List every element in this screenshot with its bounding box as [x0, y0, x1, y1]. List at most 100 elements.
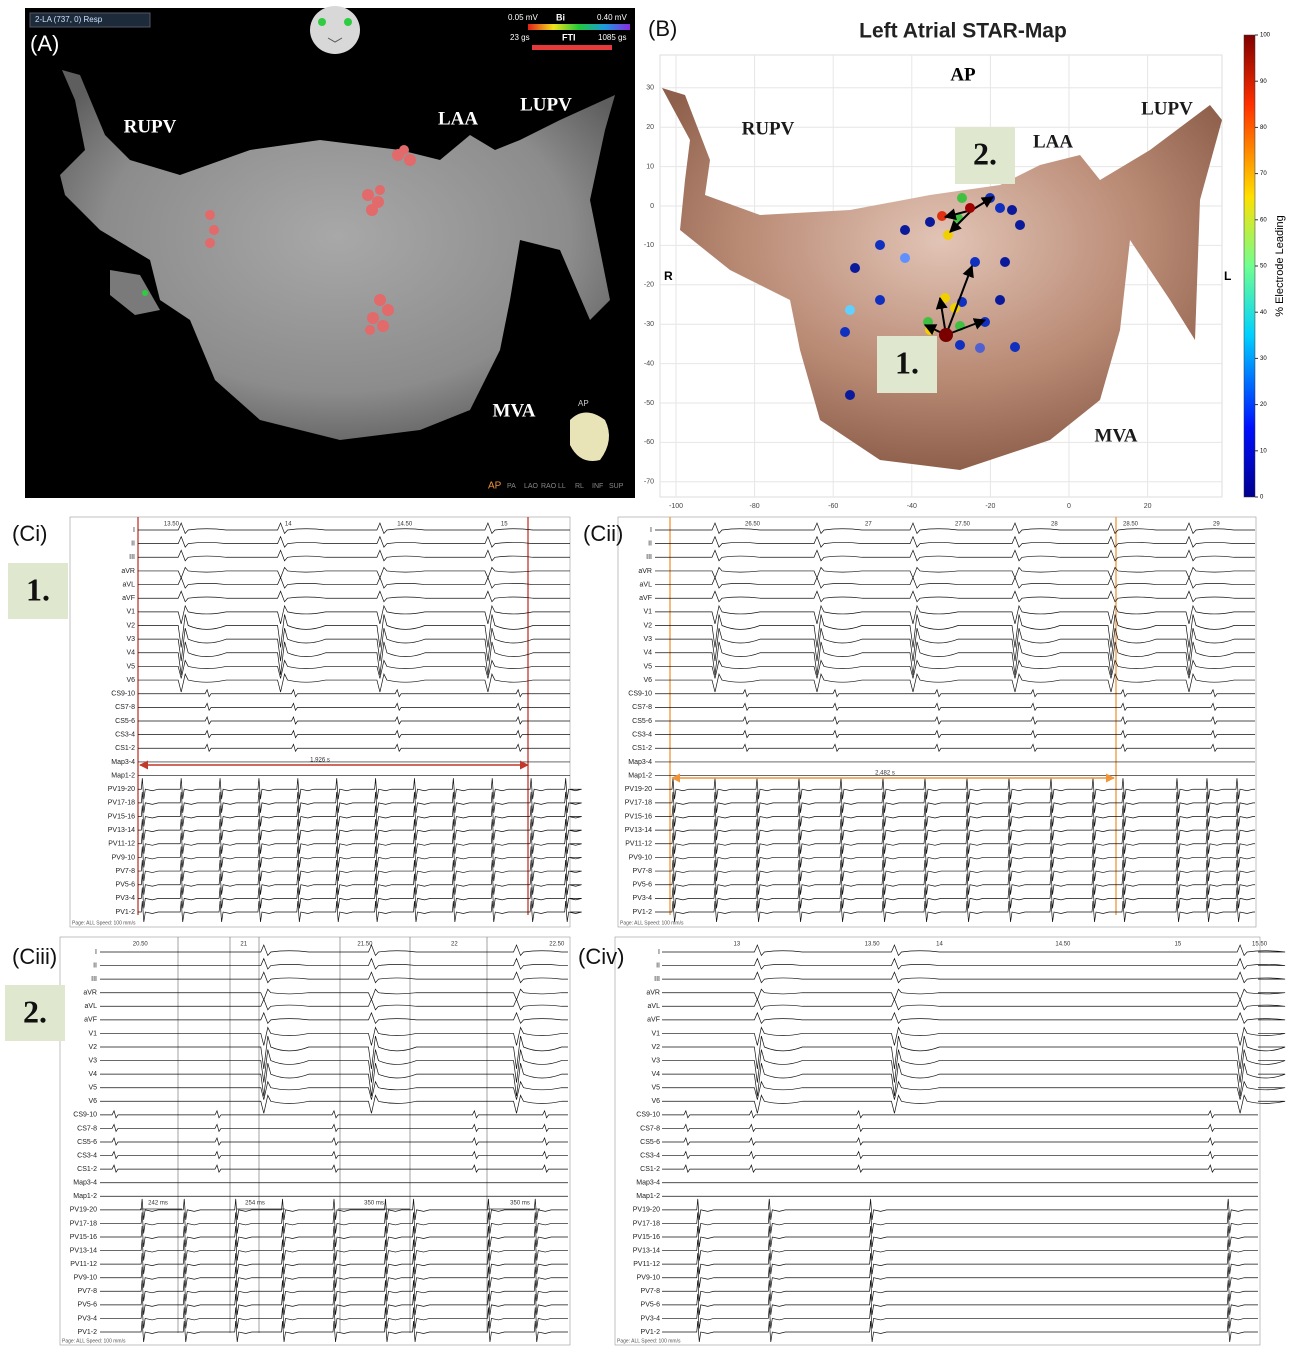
- lead-label: PV13-14: [108, 827, 135, 834]
- side-marker: L: [1224, 269, 1231, 283]
- lead-label: aVR: [121, 568, 135, 575]
- lead-label: CS9-10: [636, 1112, 660, 1119]
- time-label: 20.50: [133, 942, 149, 948]
- lead-label: PV7-8: [641, 1288, 661, 1295]
- ecg-trace: [655, 659, 1255, 679]
- panel-b: (B) Left Atrial STAR-Map -100 -80 -60 -40 -2…: [644, 16, 1286, 510]
- lead-label: Map1-2: [628, 772, 652, 779]
- electrode-dot: [845, 390, 855, 400]
- y-tick-label: -50: [644, 400, 654, 407]
- colorbar: [1243, 34, 1256, 498]
- ecg-trace: [662, 1123, 1258, 1133]
- colorbar-tick-label: 30: [1260, 356, 1267, 362]
- ecg-frame: [69, 516, 571, 928]
- ecg-trace: [662, 1239, 1258, 1261]
- ecg-trace: [662, 1225, 1258, 1248]
- lead-label: CS7-8: [640, 1125, 660, 1132]
- ecg-trace: [100, 1150, 568, 1160]
- ecg-footer: Page: ALL Speed: 100 mm/s: [617, 1338, 681, 1344]
- panel-label: (Ciii): [12, 944, 57, 969]
- ecg-trace: [100, 1026, 568, 1046]
- lead-label: CS3-4: [115, 731, 135, 738]
- lead-label: III: [91, 976, 97, 983]
- electrode-dot: [995, 295, 1005, 305]
- ecg-trace: [100, 957, 568, 970]
- lead-label: CS7-8: [632, 704, 652, 711]
- ecg-trace: [662, 1293, 1258, 1315]
- atrium-shape: [662, 88, 1222, 470]
- electrode-dot: [1007, 205, 1017, 215]
- lead-label: III: [654, 976, 660, 983]
- ecg-trace: [655, 887, 1255, 909]
- electrode-dot: [925, 217, 935, 227]
- panel-label: (A): [30, 31, 59, 56]
- ecg-trace: [100, 1063, 568, 1097]
- view-button[interactable]: LL: [558, 483, 566, 490]
- lead-label: V2: [88, 1044, 97, 1051]
- lead-label: V5: [126, 663, 135, 670]
- ecg-trace: [662, 1137, 1258, 1146]
- lead-label: PV19-20: [625, 786, 652, 793]
- lead-label: PV13-14: [625, 827, 652, 834]
- structure-label: LUPV: [520, 94, 572, 115]
- lead-label: PV7-8: [116, 868, 136, 875]
- lead-label: PV11-12: [70, 1261, 97, 1268]
- view-button[interactable]: RL: [575, 483, 584, 490]
- time-label: 14: [936, 942, 943, 948]
- lead-label: CS3-4: [632, 731, 652, 738]
- ecg-trace: [138, 576, 570, 589]
- catheter-marker: [142, 290, 148, 296]
- view-button[interactable]: AP: [488, 481, 502, 492]
- x-tick-label: -40: [907, 503, 917, 510]
- view-button[interactable]: RAO: [541, 483, 557, 490]
- panel-label: (Civ): [578, 944, 624, 969]
- ecg-trace: [662, 1063, 1286, 1097]
- map-selector[interactable]: [29, 12, 151, 28]
- ecg-trace: [138, 716, 570, 725]
- ecg-trace: [100, 1049, 568, 1083]
- ecg-frame: [614, 936, 1261, 1346]
- view-button[interactable]: LAO: [524, 483, 539, 490]
- ecg-trace: [100, 1011, 568, 1025]
- ecg-trace: [100, 971, 568, 984]
- colorbar-ticks: 0 10 20 30 40 50 60 70 80 90 100: [1255, 33, 1271, 501]
- lead-label: CS5-6: [632, 718, 652, 725]
- lead-label: V5: [643, 663, 652, 670]
- view-button[interactable]: SUP: [609, 483, 624, 490]
- ecg-trace: [100, 1293, 568, 1315]
- ecg-trace: [655, 846, 1255, 868]
- lead-label: V2: [651, 1044, 660, 1051]
- site-box: [877, 336, 937, 393]
- lead-label: PV5-6: [78, 1302, 98, 1309]
- lead-label: PV3-4: [78, 1315, 98, 1322]
- lead-label: PV3-4: [633, 895, 653, 902]
- lead-label: I: [133, 527, 135, 534]
- view-button[interactable]: INF: [592, 483, 603, 490]
- lead-label: V3: [651, 1057, 660, 1064]
- lead-label: PV15-16: [633, 1234, 660, 1241]
- lead-label: aVF: [122, 595, 135, 602]
- ecg-trace: [138, 688, 570, 698]
- interval-label: 350 ms: [510, 1201, 530, 1207]
- structure-label: MVA: [493, 400, 536, 421]
- colorbar-tick-label: 100: [1260, 33, 1271, 39]
- lead-label: CS1-2: [640, 1166, 660, 1173]
- lead-label: II: [93, 962, 97, 969]
- lead-label: aVF: [639, 595, 652, 602]
- map-title: Left Atrial STAR-Map: [859, 20, 1067, 43]
- ecg-trace: [662, 1164, 1258, 1173]
- lead-label: CS9-10: [111, 691, 135, 698]
- ecg-trace: [655, 641, 1255, 675]
- lead-label: I: [658, 949, 660, 956]
- view-button[interactable]: PA: [507, 483, 516, 490]
- ecg-trace: [662, 1198, 1258, 1220]
- ecg-trace: [100, 1212, 568, 1234]
- ecg-trace: [662, 1307, 1258, 1329]
- structure-label: LAA: [1033, 131, 1073, 152]
- origin-marker: [965, 203, 975, 213]
- ecg-trace: [662, 988, 1286, 1001]
- ecg-trace: [138, 791, 582, 813]
- lead-label: PV1-2: [633, 909, 653, 916]
- ecg-trace: [138, 628, 570, 662]
- lead-label: PV3-4: [116, 895, 136, 902]
